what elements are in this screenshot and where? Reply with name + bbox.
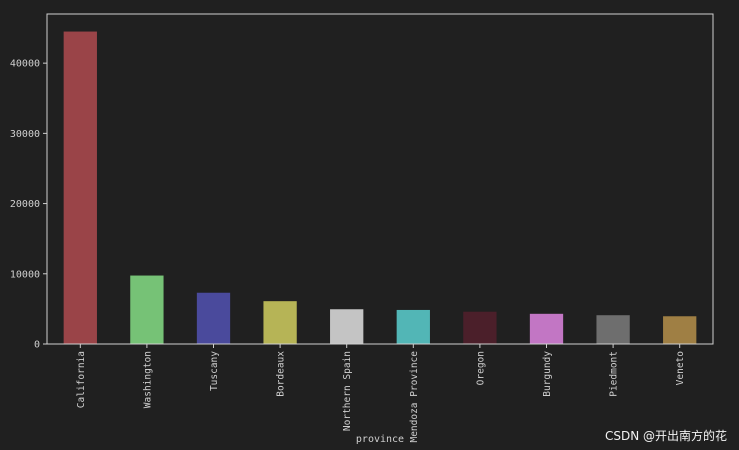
- x-tick-label: Oregon: [475, 351, 486, 385]
- x-tick-label: Northern Spain: [342, 351, 353, 431]
- y-tick-label: 20000: [10, 199, 40, 210]
- x-axis-label: province: [356, 434, 404, 445]
- x-tick-label: Bordeaux: [276, 351, 287, 397]
- bar-oregon: [463, 311, 497, 344]
- bar-bordeaux: [263, 301, 297, 344]
- bar-washington: [130, 275, 164, 344]
- y-tick-label: 30000: [10, 129, 40, 140]
- y-tick-label: 40000: [10, 59, 40, 70]
- watermark: CSDN @开出南方的花: [604, 429, 727, 443]
- x-tick-label: Washington: [142, 351, 153, 408]
- x-tick-label: Mendoza Province: [409, 351, 420, 443]
- y-tick-label: 0: [34, 340, 40, 351]
- bar-series: [63, 31, 697, 344]
- y-tick-label: 10000: [10, 269, 40, 280]
- bar-northern-spain: [330, 309, 364, 344]
- y-axis: 0 10000 20000 30000 40000: [10, 59, 47, 351]
- x-tick-label: Piedmont: [609, 351, 620, 397]
- x-tick-label: Burgundy: [542, 351, 553, 397]
- bar-veneto: [663, 316, 697, 344]
- x-axis: California Washington Tuscany Bordeaux North…: [76, 344, 686, 443]
- bar-california: [63, 31, 97, 344]
- bar-piedmont: [596, 315, 630, 344]
- bar-tuscany: [196, 292, 231, 344]
- x-tick-label: California: [76, 351, 87, 408]
- x-tick-label: Veneto: [675, 351, 686, 386]
- x-tick-label: Tuscany: [209, 351, 220, 391]
- bar-burgundy: [529, 313, 564, 344]
- bar-mendoza-province: [396, 309, 430, 344]
- plot-frame: [46, 13, 714, 345]
